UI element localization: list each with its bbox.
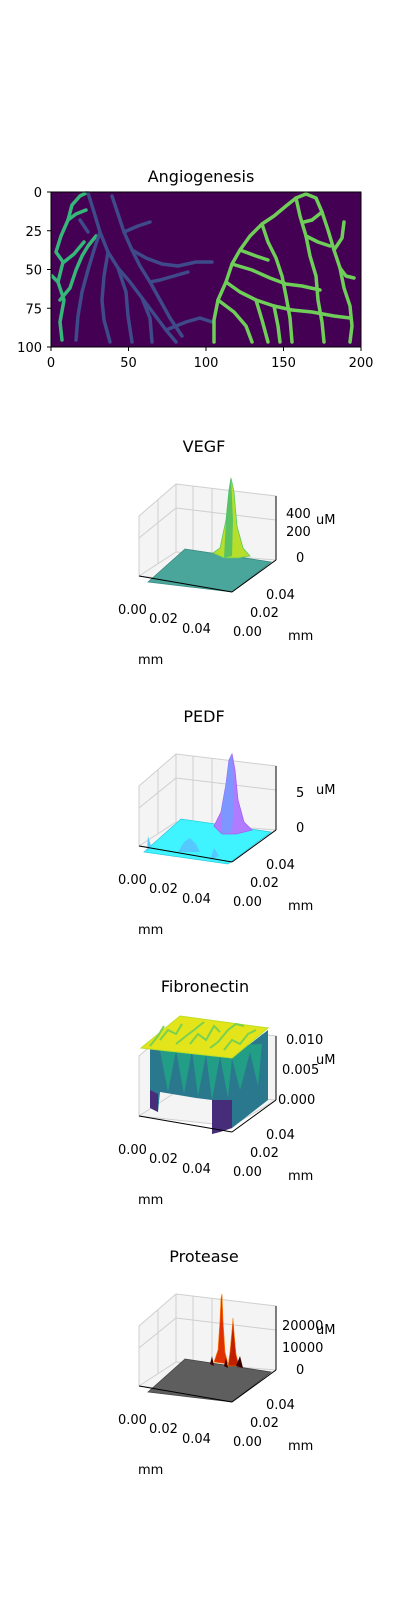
fibronectin-panel: Fibronectin 0.010 0.005 0.000	[118, 977, 335, 1208]
protease-x-tick-label: 0.00	[118, 1413, 147, 1428]
fibronectin-wall-light	[160, 1044, 262, 1100]
protease-z-tick-label: 10000	[282, 1341, 323, 1356]
vegf-peak-shade	[224, 478, 233, 558]
fibronectin-z-label: uM	[316, 1053, 335, 1068]
vegf-x-tick-label: 0.02	[149, 612, 178, 627]
fibronectin-title: Fibronectin	[161, 977, 249, 996]
fibronectin-x-label: mm	[138, 1193, 163, 1208]
pedf-z-label: uM	[316, 783, 335, 798]
fibronectin-x-tick-label: 0.00	[118, 1143, 147, 1158]
fibronectin-y-tick-label: 0.04	[266, 1128, 295, 1143]
vegf-y-tick-label: 0.04	[266, 588, 295, 603]
fibronectin-top-texture	[149, 1021, 257, 1051]
pedf-peak-shade	[221, 754, 234, 834]
angiogenesis-panel: Angiogenesis	[17, 167, 373, 371]
vegf-z-tick-label: 200	[286, 525, 311, 540]
protease-x-label: mm	[138, 1463, 163, 1478]
protease-x-tick-label: 0.04	[182, 1432, 211, 1447]
pedf-bumps	[147, 836, 219, 860]
fibronectin-top-surface	[139, 1015, 270, 1059]
protease-axes	[138, 1306, 277, 1403]
vegf-title: VEGF	[183, 437, 226, 456]
vegf-x-tick-label: 0.00	[118, 603, 147, 618]
angiogenesis-y-tick-label: 50	[25, 264, 42, 279]
protease-title: Protease	[169, 1247, 238, 1266]
vegf-axes	[138, 496, 277, 593]
protease-y-tick-label: 0.02	[250, 1416, 279, 1431]
pedf-x-label: mm	[138, 923, 163, 938]
protease-y-tick-label: 0.04	[266, 1398, 295, 1413]
protease-z-tick-label: 0	[296, 1363, 304, 1378]
pedf-z-tick-label: 5	[296, 786, 304, 801]
vegf-surface-base	[147, 548, 272, 593]
angiogenesis-x-tick-label: 0	[47, 356, 55, 371]
angiogenesis-y-tick-label: 0	[34, 186, 42, 201]
pedf-x-tick-label: 0.00	[118, 873, 147, 888]
protease-z-tick-label: 20000	[282, 1319, 323, 1334]
fibronectin-y-tick-label: 0.00	[233, 1165, 262, 1180]
fibronectin-z-tick-label: 0.005	[282, 1063, 319, 1078]
protease-spikes	[210, 1356, 243, 1368]
fibronectin-z-tick-label: 0.010	[286, 1033, 323, 1048]
protease-y-tick-label: 0.00	[233, 1435, 262, 1450]
vegf-y-tick-label: 0.02	[250, 606, 279, 621]
vegf-x-tick-label: 0.04	[182, 622, 211, 637]
angiogenesis-x-tick-label: 100	[194, 356, 219, 371]
pedf-x-tick-label: 0.02	[149, 882, 178, 897]
pedf-y-tick-label: 0.02	[250, 876, 279, 891]
fibronectin-y-label: mm	[288, 1169, 313, 1184]
pedf-title: PEDF	[183, 707, 224, 726]
angiogenesis-left-network	[50, 191, 98, 342]
angiogenesis-middle-network	[74, 191, 214, 344]
angiogenesis-y-ticks	[47, 191, 51, 348]
angiogenesis-x-tick-label: 50	[120, 356, 137, 371]
pedf-x-tick-label: 0.04	[182, 892, 211, 907]
vegf-z-tick-label: 400	[286, 507, 311, 522]
vegf-x-label: mm	[138, 653, 163, 668]
angiogenesis-x-ticks	[50, 347, 362, 351]
pedf-axes	[138, 766, 277, 863]
vegf-z-tick-label: 0	[296, 551, 304, 566]
fibronectin-y-tick-label: 0.02	[250, 1146, 279, 1161]
angiogenesis-y-tick-label: 100	[17, 341, 42, 356]
protease-x-tick-label: 0.02	[149, 1422, 178, 1437]
angiogenesis-title: Angiogenesis	[148, 167, 255, 186]
pedf-y-tick-label: 0.00	[233, 895, 262, 910]
vegf-z-label: uM	[316, 513, 335, 528]
fibronectin-x-tick-label: 0.04	[182, 1162, 211, 1177]
fibronectin-wall-dark	[150, 1090, 232, 1134]
protease-panel: Protease 20000 10000 0 uM 0.00 0.02	[118, 1247, 335, 1478]
protease-y-label: mm	[288, 1439, 313, 1454]
protease-surface-base	[147, 1358, 272, 1403]
vegf-y-label: mm	[288, 629, 313, 644]
pedf-panel: PEDF 5 0 uM 0.00 0.02 0.04 0.	[118, 707, 335, 938]
fibronectin-axes	[138, 1036, 277, 1133]
fibronectin-x-tick-label: 0.02	[149, 1152, 178, 1167]
angiogenesis-x-tick-label: 200	[349, 356, 374, 371]
pedf-y-tick-label: 0.04	[266, 858, 295, 873]
pedf-z-tick-label: 0	[296, 821, 304, 836]
pedf-y-label: mm	[288, 899, 313, 914]
fibronectin-z-tick-label: 0.000	[278, 1093, 315, 1108]
protease-z-label: uM	[316, 1323, 335, 1338]
angiogenesis-right-network	[212, 192, 356, 344]
vegf-y-tick-label: 0.00	[233, 625, 262, 640]
vegf-panel: VEGF 400 200 0 uM 0.00 0.02 0.04	[118, 437, 335, 668]
angiogenesis-y-tick-label: 75	[25, 302, 42, 317]
angiogenesis-y-tick-label: 25	[25, 225, 42, 240]
angiogenesis-x-tick-label: 150	[271, 356, 296, 371]
protease-peak-1	[213, 1293, 229, 1365]
